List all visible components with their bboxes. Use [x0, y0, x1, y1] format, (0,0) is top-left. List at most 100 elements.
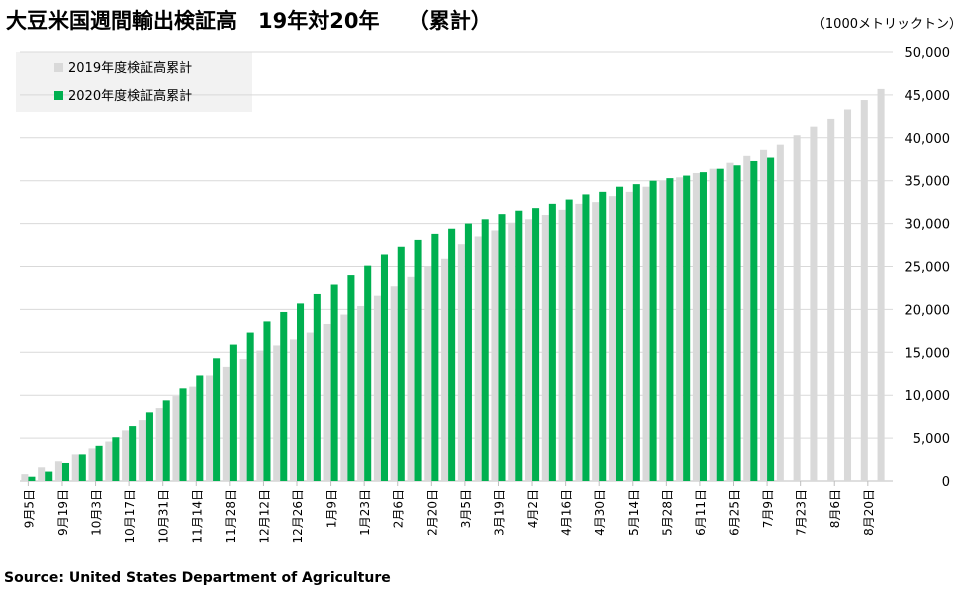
bar — [615, 186, 624, 481]
y-tick-label: 20,000 — [905, 303, 951, 318]
legend-label: 2020年度検証高累計 — [68, 88, 192, 104]
y-tick-label: 50,000 — [905, 46, 951, 61]
chart-title: 大豆米国週間輸出検証高 19年対20年 （累計） — [6, 9, 492, 33]
x-tick-label: 4月16日 — [560, 489, 574, 536]
x-tick-label: 10月17日 — [123, 489, 137, 544]
bar — [565, 199, 573, 482]
bar — [666, 178, 674, 481]
bar — [397, 246, 405, 481]
bar — [380, 254, 389, 481]
bar — [289, 339, 298, 481]
bar — [524, 219, 533, 481]
legend-swatch — [54, 91, 63, 100]
bar — [750, 160, 758, 481]
bar — [155, 408, 163, 481]
bar — [592, 202, 600, 481]
bar — [313, 293, 321, 481]
bar — [138, 420, 146, 481]
bar — [280, 311, 288, 481]
bar — [541, 215, 549, 481]
bar — [129, 426, 137, 481]
bar — [793, 135, 801, 481]
y-tick-label: 0 — [942, 475, 950, 490]
bar — [364, 265, 372, 481]
bar — [273, 345, 281, 481]
x-tick-label: 1月23日 — [358, 489, 372, 536]
x-tick-label: 8月6日 — [828, 489, 842, 528]
bar — [448, 228, 456, 481]
bar — [239, 359, 247, 481]
y-tick-label: 45,000 — [905, 89, 951, 104]
bar — [88, 448, 96, 481]
x-tick-label: 7月23日 — [795, 489, 809, 536]
bar — [532, 208, 540, 481]
bar — [716, 168, 724, 482]
bar — [390, 286, 398, 481]
x-tick-label: 3月19日 — [492, 489, 506, 536]
y-tick-label: 5,000 — [913, 432, 950, 447]
bar — [263, 321, 271, 481]
x-tick-label: 6月25日 — [728, 489, 742, 536]
x-tick-label: 12月12日 — [257, 489, 271, 544]
bar — [642, 186, 650, 481]
bar — [357, 305, 365, 481]
bar — [222, 366, 230, 481]
x-tick-label: 10月31日 — [157, 489, 171, 544]
bar — [599, 191, 607, 481]
bar — [474, 236, 482, 481]
x-tick-label: 8月20日 — [862, 489, 876, 536]
bar — [196, 375, 204, 481]
bar — [481, 219, 489, 481]
x-tick-label: 6月11日 — [694, 489, 708, 536]
bar — [843, 109, 852, 482]
bar — [347, 275, 355, 481]
legend-swatch — [54, 63, 63, 72]
bar — [582, 194, 590, 482]
bar — [373, 295, 381, 481]
bar — [491, 230, 499, 481]
bar — [71, 454, 79, 481]
y-tick-label: 35,000 — [905, 175, 951, 190]
x-tick-label: 1月9日 — [325, 489, 339, 528]
bar — [28, 476, 36, 481]
bar — [213, 358, 221, 481]
bar — [548, 203, 556, 481]
y-tick-label: 30,000 — [905, 218, 951, 233]
bar — [659, 180, 667, 481]
bar — [330, 284, 338, 481]
bar — [575, 203, 583, 481]
bar — [558, 209, 566, 481]
bar — [112, 437, 120, 481]
x-tick-label: 9月19日 — [56, 489, 70, 536]
x-tick-label: 11月14日 — [190, 489, 204, 544]
bar — [407, 276, 415, 481]
bar — [323, 323, 331, 481]
y-tick-label: 10,000 — [905, 389, 951, 404]
bar — [760, 149, 768, 481]
x-tick-label: 7月9日 — [761, 489, 775, 528]
bar — [767, 157, 775, 481]
bar — [45, 471, 53, 481]
source: Source: United States Department of Agri… — [4, 570, 391, 586]
bar — [692, 172, 700, 481]
bar — [608, 196, 616, 482]
bar — [649, 180, 657, 481]
bar — [162, 400, 170, 481]
bar — [61, 462, 70, 481]
bar — [515, 210, 523, 482]
legend-box — [16, 52, 252, 112]
bar — [54, 461, 62, 481]
bar — [827, 118, 835, 481]
bar — [256, 350, 264, 481]
bar — [508, 222, 516, 481]
bar — [105, 441, 113, 481]
bar — [95, 445, 103, 481]
bar — [860, 100, 868, 481]
x-tick-label: 9月5日 — [22, 489, 36, 528]
x-tick-label: 11月28日 — [224, 489, 238, 544]
bar — [733, 165, 741, 482]
bar — [676, 177, 684, 481]
y-tick-label: 40,000 — [905, 132, 951, 147]
bar — [306, 332, 314, 481]
